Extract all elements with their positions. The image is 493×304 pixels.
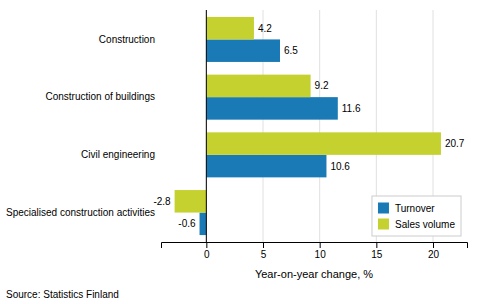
- legend-item: Turnover: [378, 203, 435, 214]
- x-tick-label: 10: [315, 249, 327, 260]
- legend-swatch: [378, 219, 389, 230]
- legend-label: Sales volume: [395, 219, 455, 230]
- bar: [206, 39, 280, 62]
- legend-frame: [372, 196, 461, 236]
- legend: Turnover Sales volume: [372, 196, 461, 236]
- x-axis-line: [162, 243, 468, 249]
- x-axis: 0 5 10 15 20: [162, 242, 468, 260]
- x-tick-label: 20: [428, 249, 440, 260]
- x-axis-title: Year-on-year change, %: [255, 268, 373, 280]
- y-axis: Construction Construction of buildings Civ…: [6, 34, 161, 218]
- bar: [200, 213, 207, 236]
- data-label: -0.6: [178, 218, 196, 229]
- x-tick-mark: [376, 242, 377, 248]
- legend-swatch: [378, 203, 389, 214]
- y-tick-label: Construction of buildings: [45, 91, 155, 102]
- x-tick-mark: [320, 242, 321, 248]
- x-tick: 15: [371, 242, 383, 260]
- grid-line: [206, 10, 207, 242]
- y-tick-label: Civil engineering: [81, 149, 155, 160]
- bars: [175, 17, 441, 235]
- x-tick-label: 0: [204, 249, 210, 260]
- chart: 0 5 10 15 20 Construction Construction of buil…: [0, 0, 493, 304]
- data-label: 20.7: [445, 138, 465, 149]
- x-tick: 20: [428, 242, 440, 260]
- y-tick-label: Construction: [99, 34, 155, 45]
- source-note: Source: Statistics Finland: [6, 289, 119, 300]
- y-tick: Construction of buildings: [45, 91, 161, 102]
- x-tick-label: 5: [261, 249, 267, 260]
- x-tick-mark: [263, 242, 264, 248]
- zero-line: [206, 10, 207, 242]
- data-label: 4.2: [258, 23, 272, 34]
- x-tick: 0: [204, 242, 210, 260]
- data-label: 11.6: [342, 103, 361, 114]
- y-tick: Specialised construction activities: [6, 207, 161, 218]
- y-tick-label: Specialised construction activities: [6, 207, 155, 218]
- y-tick: Construction: [99, 34, 161, 45]
- bar: [175, 190, 207, 213]
- data-label: 9.2: [315, 80, 329, 91]
- data-label: 10.6: [330, 161, 350, 172]
- grid-line: [319, 10, 320, 242]
- plot: 0 5 10 15 20 Construction Construction of buil…: [6, 10, 467, 260]
- x-tick: 5: [261, 242, 267, 260]
- x-tick-mark: [433, 242, 434, 248]
- bar: [206, 75, 310, 98]
- legend-label: Turnover: [395, 203, 435, 214]
- data-label: 6.5: [284, 45, 298, 56]
- legend-item: Sales volume: [378, 219, 455, 230]
- bar-series: [175, 17, 441, 213]
- x-tick-label: 15: [371, 249, 383, 260]
- y-tick: Civil engineering: [81, 149, 161, 160]
- bar: [206, 17, 254, 40]
- data-label: -2.8: [153, 196, 171, 207]
- bar: [206, 155, 326, 178]
- bar: [206, 132, 441, 155]
- x-tick-mark: [206, 242, 207, 248]
- bar: [206, 97, 337, 120]
- x-tick: 10: [315, 242, 327, 260]
